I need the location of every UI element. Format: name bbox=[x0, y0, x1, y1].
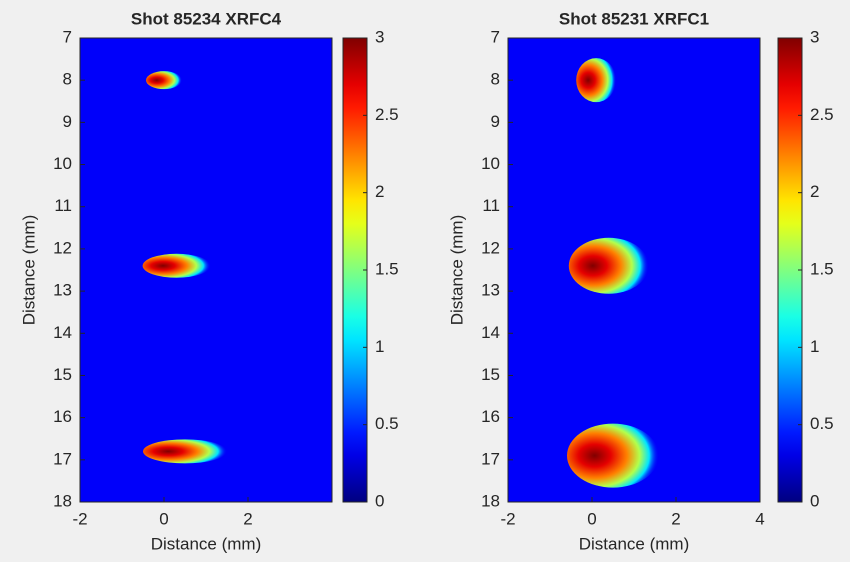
y-tick-label: 11 bbox=[482, 196, 500, 215]
x-tick-label: 4 bbox=[755, 509, 764, 528]
y-tick-label: 10 bbox=[481, 154, 500, 173]
y-tick-label: 9 bbox=[63, 112, 72, 131]
colorbar-tick-label: 1.5 bbox=[810, 259, 834, 278]
intensity-spot bbox=[576, 58, 617, 103]
y-tick-label: 18 bbox=[481, 491, 500, 510]
x-tick-label: 0 bbox=[587, 509, 596, 528]
y-axis-label: Distance (mm) bbox=[447, 215, 466, 326]
intensity-spot bbox=[567, 423, 659, 488]
axes-frame bbox=[79, 37, 333, 503]
y-tick-label: 7 bbox=[63, 27, 72, 46]
y-tick-label: 11 bbox=[54, 196, 72, 215]
y-tick-label: 15 bbox=[481, 365, 500, 384]
colorbar-tick-label: 0.5 bbox=[375, 414, 399, 433]
colorbar-tick-label: 1 bbox=[375, 337, 384, 356]
y-tick-label: 13 bbox=[481, 281, 500, 300]
colorbar-tick-label: 3 bbox=[375, 27, 384, 46]
x-axis-label: Distance (mm) bbox=[151, 534, 262, 553]
x-tick-label: 2 bbox=[671, 509, 680, 528]
y-tick-label: 12 bbox=[53, 238, 72, 257]
x-tick-label: 2 bbox=[243, 509, 252, 528]
y-tick-label: 16 bbox=[53, 407, 72, 426]
colorbar-tick-label: 2.5 bbox=[375, 105, 399, 124]
colorbar-tick-label: 0 bbox=[375, 491, 384, 510]
intensity-spot bbox=[146, 71, 182, 90]
y-tick-label: 12 bbox=[481, 238, 500, 257]
intensity-spot bbox=[143, 439, 227, 464]
y-tick-label: 9 bbox=[491, 112, 500, 131]
y-tick-label: 18 bbox=[53, 491, 72, 510]
chart-title: Shot 85231 XRFC1 bbox=[559, 9, 709, 28]
intensity-spot bbox=[142, 253, 211, 278]
y-tick-label: 15 bbox=[53, 365, 72, 384]
colorbar-tick-label: 0 bbox=[810, 491, 819, 510]
colorbar-tick-label: 2 bbox=[810, 182, 819, 201]
y-tick-label: 17 bbox=[53, 449, 72, 468]
colorbar-tick-label: 0.5 bbox=[810, 414, 834, 433]
y-tick-label: 8 bbox=[63, 70, 72, 89]
intensity-spot bbox=[568, 237, 649, 294]
colorbar-tick-label: 3 bbox=[810, 27, 819, 46]
y-tick-label: 13 bbox=[53, 281, 72, 300]
colorbar-tick-label: 2.5 bbox=[810, 105, 834, 124]
x-tick-label: 0 bbox=[159, 509, 168, 528]
x-tick-label: -2 bbox=[72, 509, 87, 528]
colorbar-tick-label: 1.5 bbox=[375, 259, 399, 278]
x-axis-label: Distance (mm) bbox=[579, 534, 690, 553]
colorbar-tick-label: 1 bbox=[810, 337, 819, 356]
axes-frame bbox=[507, 37, 761, 503]
chart-title: Shot 85234 XRFC4 bbox=[131, 9, 282, 28]
x-tick-label: -2 bbox=[500, 509, 515, 528]
y-tick-label: 10 bbox=[53, 154, 72, 173]
colorbar-tick-label: 2 bbox=[375, 182, 384, 201]
y-tick-label: 7 bbox=[491, 27, 500, 46]
y-tick-label: 16 bbox=[481, 407, 500, 426]
y-axis-label: Distance (mm) bbox=[19, 215, 38, 326]
y-tick-label: 14 bbox=[481, 323, 500, 342]
y-tick-label: 17 bbox=[481, 449, 500, 468]
y-tick-label: 14 bbox=[53, 323, 72, 342]
y-tick-label: 8 bbox=[491, 70, 500, 89]
